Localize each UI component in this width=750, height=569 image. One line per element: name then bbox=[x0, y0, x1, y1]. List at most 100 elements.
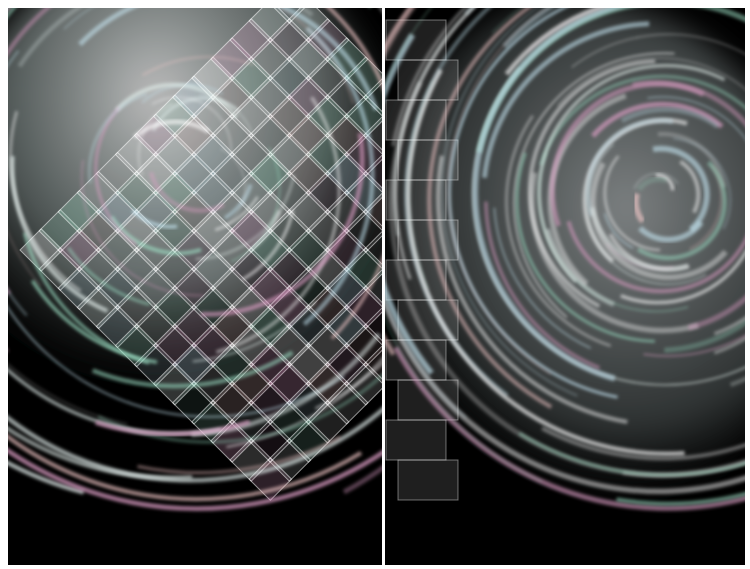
light-streak bbox=[8, 230, 42, 287]
tile bbox=[95, 151, 140, 196]
light-streak bbox=[385, 8, 543, 483]
light-streak bbox=[505, 114, 612, 348]
tile bbox=[152, 94, 197, 139]
tile bbox=[305, 285, 350, 330]
light-streak bbox=[8, 434, 363, 502]
light-streak bbox=[679, 159, 701, 214]
tile bbox=[114, 170, 159, 215]
tile bbox=[210, 113, 255, 158]
light-streak bbox=[302, 26, 375, 326]
tile bbox=[191, 285, 235, 330]
tile bbox=[362, 342, 382, 387]
tile bbox=[286, 113, 331, 158]
light-streak bbox=[556, 57, 745, 107]
light-streak bbox=[391, 8, 468, 147]
light-streak bbox=[342, 465, 382, 495]
light-streak bbox=[192, 300, 317, 363]
light-streak bbox=[571, 33, 745, 68]
tile bbox=[152, 170, 197, 215]
tile bbox=[229, 18, 274, 62]
tile bbox=[267, 18, 312, 62]
tile bbox=[385, 419, 447, 461]
tile bbox=[305, 399, 350, 444]
light-streak bbox=[30, 279, 158, 364]
tile bbox=[172, 151, 216, 196]
light-streak bbox=[8, 8, 51, 295]
light-streak bbox=[541, 426, 745, 461]
tile bbox=[95, 304, 140, 349]
light-streak bbox=[133, 119, 210, 140]
light-streak bbox=[214, 196, 259, 232]
light-streak bbox=[109, 215, 202, 256]
tile bbox=[210, 151, 255, 196]
tile bbox=[229, 94, 274, 139]
tile bbox=[191, 208, 235, 253]
tile bbox=[267, 361, 312, 406]
light-streak bbox=[326, 8, 382, 90]
tile bbox=[229, 56, 274, 101]
tile bbox=[133, 304, 178, 349]
tile bbox=[267, 8, 312, 24]
tile bbox=[324, 342, 369, 387]
tile bbox=[210, 266, 255, 311]
tile bbox=[343, 132, 382, 177]
light-streak bbox=[539, 74, 745, 166]
light-streak bbox=[151, 96, 232, 155]
tile bbox=[152, 247, 197, 292]
light-streak bbox=[91, 350, 294, 389]
light-streak bbox=[393, 346, 745, 511]
light-streak bbox=[504, 8, 606, 76]
tile bbox=[305, 247, 350, 292]
tile bbox=[172, 342, 216, 387]
light-streak bbox=[137, 102, 173, 176]
light-streak bbox=[637, 160, 727, 261]
tile bbox=[286, 189, 331, 234]
tile bbox=[76, 247, 121, 292]
tile bbox=[38, 247, 83, 292]
tile bbox=[267, 247, 312, 292]
light-streak bbox=[643, 335, 745, 357]
light-streak bbox=[66, 246, 151, 306]
light-streak bbox=[80, 159, 204, 297]
tile bbox=[248, 151, 293, 196]
tile bbox=[114, 132, 159, 177]
light-streak bbox=[385, 33, 434, 376]
tile bbox=[267, 323, 312, 368]
tile bbox=[76, 208, 121, 253]
tile bbox=[248, 266, 293, 311]
light-streak bbox=[518, 432, 745, 477]
light-streak bbox=[137, 435, 342, 475]
light-streak bbox=[664, 319, 745, 353]
light-streak bbox=[652, 145, 710, 232]
light-streak bbox=[223, 183, 253, 220]
tile bbox=[324, 75, 369, 120]
light-streak bbox=[195, 174, 296, 261]
light-streak bbox=[620, 107, 720, 129]
light-streak bbox=[515, 152, 655, 343]
light-streak bbox=[215, 96, 341, 354]
tile bbox=[191, 132, 235, 177]
tile bbox=[191, 170, 235, 215]
light-streak bbox=[544, 228, 615, 307]
tile bbox=[133, 189, 178, 234]
tile bbox=[248, 8, 293, 43]
light-streak bbox=[481, 21, 650, 179]
tile bbox=[343, 361, 382, 406]
tile bbox=[133, 151, 178, 196]
light-streak bbox=[230, 146, 281, 263]
light-streak bbox=[603, 155, 661, 252]
light-streak bbox=[655, 173, 675, 191]
tile bbox=[152, 285, 197, 330]
tile bbox=[133, 266, 178, 311]
tile-grid bbox=[19, 8, 382, 502]
tile bbox=[286, 342, 331, 387]
tile bbox=[57, 266, 102, 311]
tile bbox=[305, 323, 350, 368]
light-streak bbox=[447, 8, 552, 375]
tile bbox=[286, 151, 331, 196]
tile bbox=[267, 56, 312, 101]
tile bbox=[210, 75, 255, 120]
light-streak bbox=[472, 8, 624, 382]
tile bbox=[95, 266, 140, 311]
